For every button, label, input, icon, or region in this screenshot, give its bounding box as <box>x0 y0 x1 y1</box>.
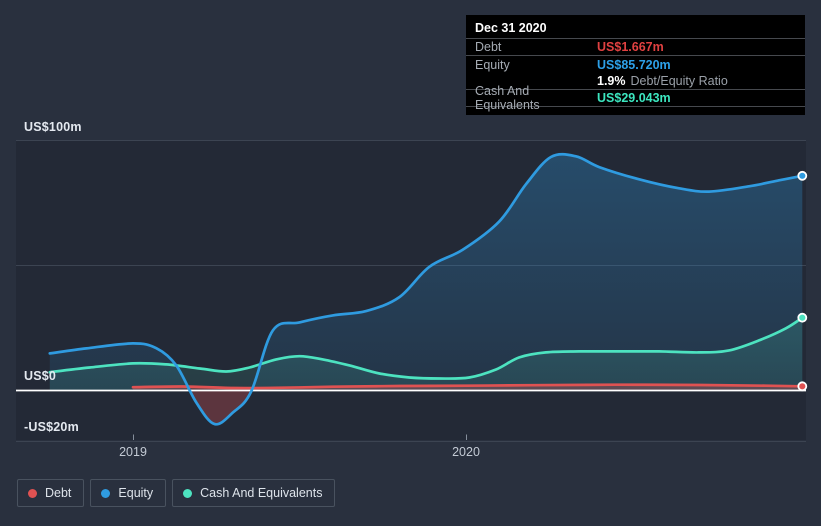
tooltip-equity-value: US$85.720m <box>597 57 671 72</box>
equity-line <box>48 152 804 426</box>
tooltip-row-cash: Cash And Equivalents US$29.043m <box>466 84 805 112</box>
equity-area-negative <box>49 390 803 425</box>
y-axis-label-minus-20m: -US$20m <box>24 420 79 434</box>
debt-series-swatch <box>28 488 37 498</box>
debt-line <box>131 383 804 390</box>
tooltip-date: Dec 31 2020 <box>466 15 805 39</box>
x-axis-label-2020: 2020 <box>452 445 480 459</box>
legend-item-cash[interactable]: Cash And Equivalents <box>172 479 336 507</box>
chart-legend: Debt Equity Cash And Equivalents <box>17 479 336 507</box>
tooltip-ratio-value: 1.9% <box>597 74 626 88</box>
debt-area <box>133 384 803 391</box>
tooltip-cash-label: Cash And Equivalents <box>475 84 540 112</box>
tooltip-debt-value: US$1.667m <box>597 40 664 54</box>
equity-series-swatch <box>101 488 111 498</box>
equity-end-marker[interactable] <box>797 170 808 181</box>
legend-equity-label: Equity <box>118 486 154 500</box>
tooltip-row-equity: Equity US$85.720m <box>466 56 805 73</box>
x-axis-label-2019: 2019 <box>119 445 147 459</box>
tooltip-equity-label: Equity <box>475 57 510 72</box>
cash-series-swatch <box>183 488 193 498</box>
chart-tooltip: Dec 31 2020 Debt US$1.667m Equity US$85.… <box>466 15 805 115</box>
legend-item-debt[interactable]: Debt <box>17 479 85 507</box>
tooltip-ratio-label: Debt/Equity Ratio <box>630 74 728 88</box>
tooltip-cash-value: US$29.043m <box>597 91 671 105</box>
debt-end-marker[interactable] <box>797 381 808 392</box>
tooltip-ratio: 1.9% Debt/Equity Ratio <box>597 74 728 88</box>
legend-cash-label: Cash And Equivalents <box>200 486 323 500</box>
cash-area <box>49 317 803 391</box>
y-axis-label-100m: US$100m <box>24 120 82 134</box>
y-axis-label-0: US$0 <box>24 369 57 383</box>
tooltip-debt-label: Debt <box>475 40 502 54</box>
legend-item-equity[interactable]: Equity <box>90 479 167 507</box>
tooltip-row-debt: Debt US$1.667m <box>466 39 805 56</box>
tooltip-row-ratio: 1.9% Debt/Equity Ratio <box>466 73 805 90</box>
cash-end-marker[interactable] <box>797 312 808 323</box>
legend-debt-label: Debt <box>45 486 72 500</box>
cash-line <box>48 316 804 380</box>
equity-area-positive <box>49 154 803 391</box>
